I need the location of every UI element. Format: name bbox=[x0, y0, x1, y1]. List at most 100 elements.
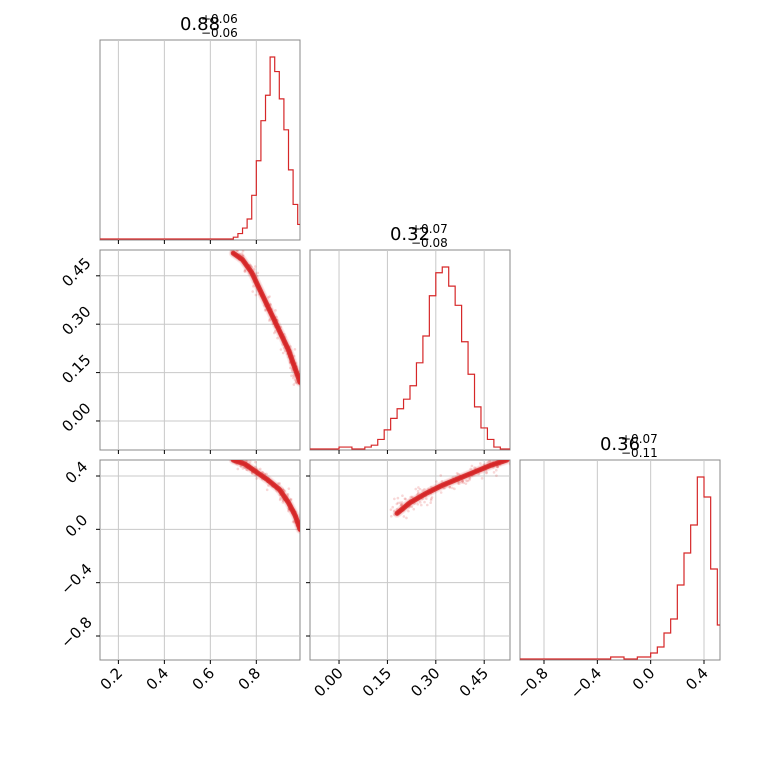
scatter-panel-2-0-sample bbox=[287, 487, 291, 490]
scatter-panel-1-0-sample bbox=[268, 295, 271, 298]
scatter-panel-1-0-y-label-1: 0.15 bbox=[58, 351, 94, 387]
scatter-1-0-marks bbox=[228, 250, 306, 387]
scatter-panel-2-1-sample bbox=[457, 482, 461, 486]
scatter-panel-2-1-sample bbox=[473, 466, 476, 469]
scatter-panel-2-0-x-label-3: 0.8 bbox=[235, 664, 265, 694]
scatter-panel-2-1-sample bbox=[468, 477, 472, 480]
scatter-2-1-grid bbox=[310, 460, 510, 660]
scatter-panel-1-0-sample bbox=[236, 250, 239, 253]
scatter-panel-1-0-sample bbox=[294, 381, 297, 385]
scatter-panel-2-1-sample bbox=[494, 468, 498, 472]
scatter-panel-2-0-sample bbox=[283, 489, 287, 493]
scatter-panel-2-0-sample bbox=[287, 509, 290, 513]
scatter-panel-2-1-sample bbox=[400, 501, 404, 504]
scatter-panel-1-0-sample bbox=[273, 331, 276, 335]
scatter-panel-1-0-sample bbox=[291, 376, 295, 380]
scatter-panel-2-1-sample bbox=[412, 507, 416, 511]
scatter-panel-2-0-sample bbox=[265, 472, 268, 476]
scatter-panel-2-0-x-label-1: 0.4 bbox=[143, 664, 173, 694]
scatter-panel-1-0-y-label-2: 0.30 bbox=[58, 302, 94, 338]
scatter-panel-1-0-sample bbox=[303, 375, 306, 378]
scatter-panel-2-1-x-label-0: 0.00 bbox=[311, 664, 347, 700]
scatter-panel-2-0: −0.8 −0.4 0.0 0.4 0.2 0.4 0.6 0.8 bbox=[57, 458, 304, 694]
scatter-panel-2-1-sample bbox=[429, 498, 433, 502]
scatter-panel-2-1-sample bbox=[418, 487, 422, 491]
scatter-panel-1-0-sample bbox=[302, 378, 305, 381]
scatter-2-1-marks bbox=[389, 458, 518, 520]
scatter-panel-2-1-sample bbox=[429, 485, 433, 489]
scatter-panel-2-1-sample bbox=[485, 471, 488, 475]
scatter-panel-1-0-sample bbox=[274, 309, 277, 312]
scatter-panel-1-0-sample bbox=[279, 348, 283, 351]
scatter-panel-2-0-sample bbox=[258, 467, 262, 471]
scatter-panel-2-1-sample bbox=[399, 504, 403, 507]
scatter-panel-1-0: 0.00 0.15 0.30 0.45 bbox=[58, 249, 306, 454]
scatter-panel-2-1-sample bbox=[448, 485, 452, 489]
scatter-panel-2-1-sample bbox=[439, 491, 443, 494]
title-0-median: 0.88 bbox=[180, 14, 220, 35]
scatter-2-0-grid bbox=[100, 460, 300, 660]
hist-2-x-label-2: 0.0 bbox=[629, 664, 659, 694]
hist-0-steps bbox=[100, 56, 300, 240]
title-0: 0.88 bbox=[180, 14, 220, 35]
scatter-panel-2-1-contour-2 bbox=[396, 460, 508, 514]
scatter-panel-2-0-sample bbox=[255, 477, 258, 480]
scatter-panel-2-1-sample bbox=[392, 509, 396, 513]
scatter-panel-1-0-sample bbox=[256, 271, 260, 275]
scatter-panel-2-0-contour-2 bbox=[232, 460, 300, 530]
scatter-panel-2-0-y-label-3: 0.4 bbox=[62, 458, 92, 488]
scatter-panel-2-1-sample bbox=[508, 462, 510, 466]
scatter-panel-2-1-sample bbox=[464, 482, 468, 485]
hist-panel-0 bbox=[99, 39, 301, 244]
scatter-panel-2-1-sample bbox=[462, 481, 466, 485]
scatter-panel-2-1-sample bbox=[416, 502, 419, 506]
scatter-panel-2-1-sample bbox=[494, 460, 497, 461]
scatter-panel-2-1-sample bbox=[469, 467, 472, 471]
scatter-panel-2-1-sample bbox=[488, 460, 492, 464]
scatter-panel-2-1-x-label-1: 0.15 bbox=[359, 664, 395, 700]
scatter-panel-2-1-sample bbox=[461, 479, 465, 483]
hist-2-x-label-3: 0.4 bbox=[682, 664, 712, 694]
scatter-panel-1-0-sample bbox=[281, 351, 285, 355]
title-1: 0.32 bbox=[390, 224, 430, 245]
scatter-panel-1-0-sample bbox=[236, 250, 239, 252]
scatter-panel-2-1-sample bbox=[515, 458, 518, 461]
scatter-panel-2-0-y-label-2: 0.0 bbox=[62, 511, 92, 541]
scatter-panel-2-1-x-label-3: 0.45 bbox=[456, 664, 492, 700]
scatter-panel-2-0-sample bbox=[239, 465, 243, 468]
scatter-panel-2-0-x-label-0: 0.2 bbox=[97, 664, 127, 694]
scatter-panel-2-1-sample bbox=[458, 480, 461, 484]
scatter-panel-2-0-sample bbox=[277, 482, 280, 485]
scatter-panel-1-0-sample bbox=[268, 318, 272, 321]
scatter-panel-2-1-sample bbox=[423, 487, 426, 491]
title-0-upper: +0.06 bbox=[201, 12, 238, 26]
hist-0-marks bbox=[100, 56, 300, 240]
scatter-panel-2-1-sample bbox=[396, 496, 400, 500]
scatter-panel-2-0-sample bbox=[246, 460, 249, 463]
scatter-panel-1-0-sample bbox=[292, 374, 296, 377]
scatter-panel-2-1-sample bbox=[468, 478, 471, 482]
scatter-panel-1-0-sample bbox=[267, 296, 270, 299]
hist-1-steps bbox=[310, 266, 510, 450]
scatter-panel-1-0-sample bbox=[241, 250, 245, 253]
scatter-panel-2-1-sample bbox=[396, 501, 400, 505]
scatter-panel-2-1-sample bbox=[443, 486, 446, 490]
scatter-panel-1-0-sample bbox=[292, 383, 296, 386]
scatter-panel-1-0-sample bbox=[254, 293, 258, 297]
scatter-panel-2-0-sample bbox=[279, 497, 282, 500]
scatter-panel-2-1-sample bbox=[425, 497, 428, 501]
scatter-panel-2-1-sample bbox=[395, 502, 399, 506]
scatter-panel-2-1-sample bbox=[477, 472, 481, 476]
scatter-panel-2-1-sample bbox=[421, 489, 424, 492]
scatter-panel-2-0-sample bbox=[289, 497, 293, 501]
scatter-panel-2-1-sample bbox=[466, 479, 470, 483]
scatter-panel-2-1-sample bbox=[403, 497, 407, 501]
scatter-panel-2-1-sample bbox=[430, 496, 434, 499]
scatter-panel-2-1-sample bbox=[440, 479, 444, 483]
scatter-panel-1-0-sample bbox=[293, 348, 297, 351]
scatter-panel-2-0-sample bbox=[301, 528, 304, 531]
scatter-panel-1-0-sample bbox=[263, 309, 267, 312]
scatter-panel-1-0-sample bbox=[251, 290, 254, 293]
hist-0-grid bbox=[117, 40, 257, 240]
scatter-panel-2-1-sample bbox=[389, 508, 393, 511]
